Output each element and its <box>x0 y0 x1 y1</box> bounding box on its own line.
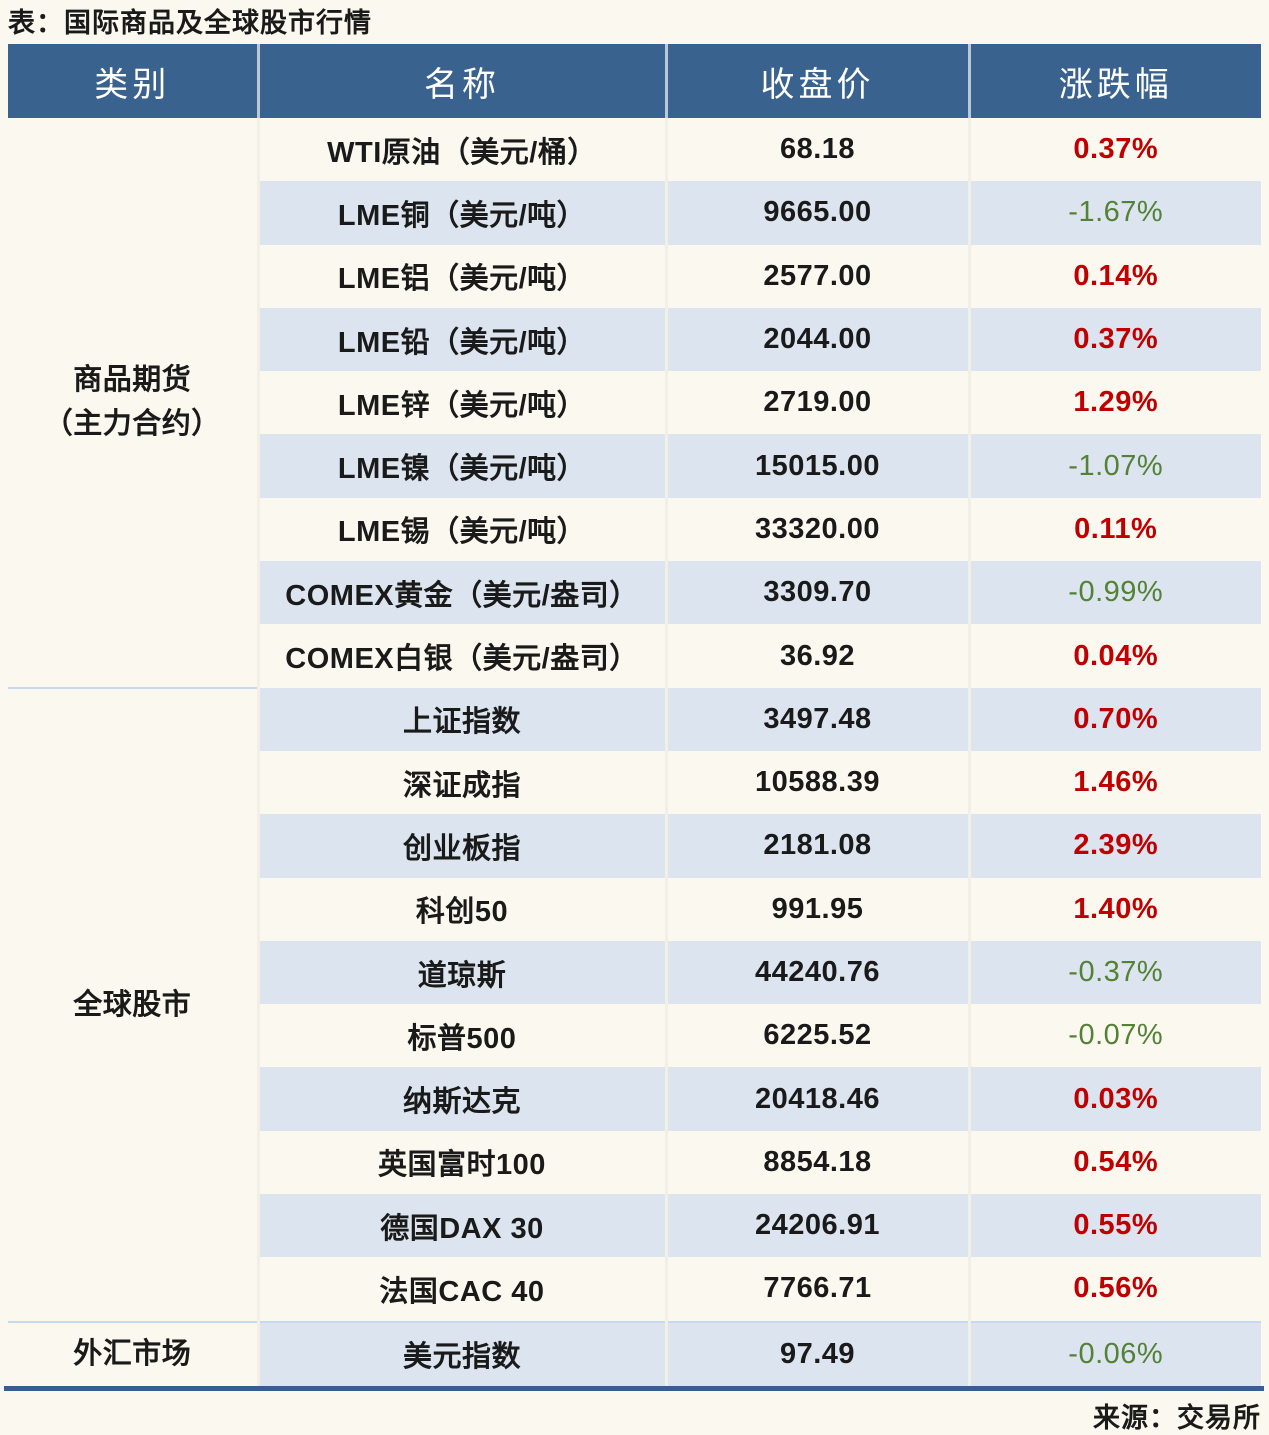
change-cell: 1.46% <box>967 750 1261 815</box>
table-row: 科创50 991.95 1.40% <box>8 877 1261 941</box>
category-label: 全球股市 <box>73 988 192 1021</box>
table-row: COMEX白银（美元/盎司） 36.92 0.04% <box>8 624 1261 688</box>
change-cell: 0.14% <box>967 244 1261 308</box>
close-cell: 8854.18 <box>664 1130 969 1195</box>
name-cell: LME铅（美元/吨） <box>256 307 666 372</box>
close-cell: 3497.48 <box>664 687 969 751</box>
table-row: LME铝（美元/吨） 2577.00 0.14% <box>8 244 1261 308</box>
change-cell: 0.03% <box>967 1067 1261 1131</box>
close-cell: 97.49 <box>664 1320 969 1386</box>
table-row: LME镍（美元/吨） 15015.00 -1.07% <box>8 434 1261 498</box>
name-cell: 上证指数 <box>256 687 666 751</box>
close-cell: 991.95 <box>664 877 969 941</box>
name-cell: LME镍（美元/吨） <box>256 434 666 498</box>
name-cell: 科创50 <box>256 877 666 941</box>
change-cell: 0.04% <box>967 624 1261 688</box>
change-cell: 0.37% <box>967 118 1261 182</box>
name-cell: 美元指数 <box>256 1320 666 1386</box>
change-cell: 0.56% <box>967 1257 1261 1322</box>
change-cell: 1.40% <box>967 877 1261 941</box>
table-row: LME铅（美元/吨） 2044.00 0.37% <box>8 307 1261 372</box>
table-row: 深证成指 10588.39 1.46% <box>8 750 1261 815</box>
category-label: 外汇市场 <box>73 1338 192 1371</box>
page-title: 表：国际商品及全球股市行情 <box>8 8 372 38</box>
table-row: 标普500 6225.52 -0.07% <box>8 1004 1261 1068</box>
close-cell: 10588.39 <box>664 750 969 815</box>
name-cell: LME铜（美元/吨） <box>256 181 666 245</box>
change-cell: 0.37% <box>967 307 1261 372</box>
name-cell: 创业板指 <box>256 814 666 878</box>
category-label: （主力合约） <box>43 408 221 441</box>
table-row: 全球股市 上证指数 3497.48 0.70% <box>8 687 1261 1323</box>
close-cell: 24206.91 <box>664 1194 969 1258</box>
close-cell: 15015.00 <box>664 434 969 498</box>
close-cell: 2577.00 <box>664 244 969 308</box>
change-cell: -1.67% <box>967 181 1261 245</box>
name-cell: 道琼斯 <box>256 940 666 1005</box>
table-row: 商品期货 （主力合约） WTI原油（美元/桶） 68.18 0.37% <box>8 118 1261 689</box>
change-cell: -0.07% <box>967 1004 1261 1068</box>
name-cell: 英国富时100 <box>256 1130 666 1195</box>
change-cell: -0.99% <box>967 561 1261 625</box>
change-cell: -1.07% <box>967 434 1261 498</box>
table-header-row: 类别 名称 收盘价 涨跌幅 <box>8 44 1261 118</box>
close-cell: 2044.00 <box>664 307 969 372</box>
close-cell: 33320.00 <box>664 497 969 562</box>
name-cell: 纳斯达克 <box>256 1067 666 1131</box>
close-cell: 3309.70 <box>664 561 969 625</box>
table-row: COMEX黄金（美元/盎司） 3309.70 -0.99% <box>8 561 1261 625</box>
name-cell: LME锌（美元/吨） <box>256 371 666 435</box>
name-cell: COMEX白银（美元/盎司） <box>256 624 666 688</box>
table-row: LME铜（美元/吨） 9665.00 -1.67% <box>8 181 1261 245</box>
close-cell: 44240.76 <box>664 940 969 1005</box>
name-cell: LME锡（美元/吨） <box>256 497 666 562</box>
close-cell: 2181.08 <box>664 814 969 878</box>
header-cell-change: 涨跌幅 <box>967 44 1261 118</box>
name-cell: 德国DAX 30 <box>256 1194 666 1258</box>
change-cell: -0.06% <box>967 1320 1261 1386</box>
name-cell: 标普500 <box>256 1004 666 1068</box>
table-row: 纳斯达克 20418.46 0.03% <box>8 1067 1261 1131</box>
change-cell: 1.29% <box>967 371 1261 435</box>
table-row: LME锡（美元/吨） 33320.00 0.11% <box>8 497 1261 562</box>
category-label: 商品期货 <box>73 364 192 397</box>
header-cell-name: 名称 <box>256 44 666 118</box>
change-cell: 0.70% <box>967 687 1261 751</box>
change-cell: 0.55% <box>967 1194 1261 1258</box>
name-cell: LME铝（美元/吨） <box>256 244 666 308</box>
category-cell-commodities: 商品期货 （主力合约） <box>8 118 258 689</box>
change-cell: 0.11% <box>967 497 1261 562</box>
close-cell: 20418.46 <box>664 1067 969 1131</box>
change-cell: 2.39% <box>967 814 1261 878</box>
table-row: LME锌（美元/吨） 2719.00 1.29% <box>8 371 1261 435</box>
table-row: 创业板指 2181.08 2.39% <box>8 814 1261 878</box>
category-cell-global-stocks: 全球股市 <box>8 687 258 1323</box>
table-row: 法国CAC 40 7766.71 0.56% <box>8 1257 1261 1322</box>
close-cell: 9665.00 <box>664 181 969 245</box>
table-row: 德国DAX 30 24206.91 0.55% <box>8 1194 1261 1258</box>
close-cell: 2719.00 <box>664 371 969 435</box>
change-cell: -0.37% <box>967 940 1261 1005</box>
header-cell-category: 类别 <box>8 44 258 118</box>
name-cell: 法国CAC 40 <box>256 1257 666 1322</box>
change-cell: 0.54% <box>967 1130 1261 1195</box>
name-cell: COMEX黄金（美元/盎司） <box>256 561 666 625</box>
market-table: 类别 名称 收盘价 涨跌幅 商品期货 （主力合约） WTI原油（美元/桶） 68… <box>8 44 1261 1386</box>
source-caption: 来源：交易所 <box>1093 1402 1261 1433</box>
name-cell: WTI原油（美元/桶） <box>256 118 666 182</box>
close-cell: 68.18 <box>664 118 969 182</box>
header-cell-close: 收盘价 <box>664 44 969 118</box>
name-cell: 深证成指 <box>256 750 666 815</box>
category-cell-forex: 外汇市场 <box>8 1320 258 1386</box>
table-row: 英国富时100 8854.18 0.54% <box>8 1130 1261 1195</box>
close-cell: 7766.71 <box>664 1257 969 1322</box>
close-cell: 36.92 <box>664 624 969 688</box>
table-row: 道琼斯 44240.76 -0.37% <box>8 940 1261 1005</box>
table-row: 外汇市场 美元指数 97.49 -0.06% <box>8 1320 1261 1386</box>
close-cell: 6225.52 <box>664 1004 969 1068</box>
